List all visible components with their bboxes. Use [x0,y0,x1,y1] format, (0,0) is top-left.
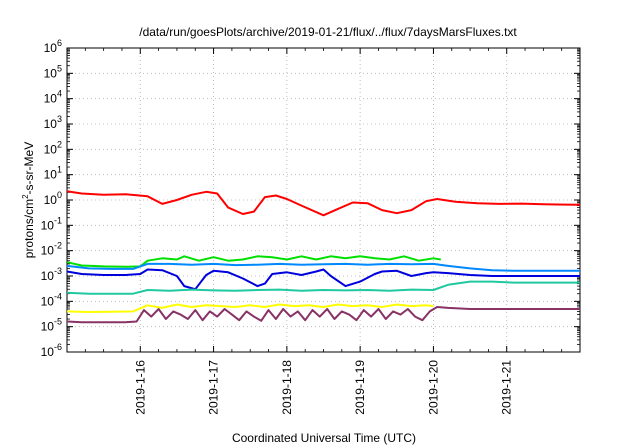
chart-title: /data/run/goesPlots/archive/2019-01-21/f… [139,25,517,39]
y-tick-label: 10-1 [41,215,62,232]
y-tick-label: 101 [44,165,62,182]
series-line-4 [66,262,580,272]
x-tick-label: 2019-1-21 [500,360,514,415]
x-tick-label: 2019-1-18 [280,360,294,415]
y-tick-label: 10-3 [41,266,62,283]
y-axis-label-rest: -s-sr-MeV [22,142,36,195]
series-line-1 [66,190,581,217]
series-line-2 [66,255,441,268]
x-tick-label: 2019-1-20 [426,360,440,415]
y-tick-label: 10-4 [41,291,62,308]
series-lines [66,190,581,324]
y-axis-label: protons/cm2-s-sr-MeV [21,142,36,258]
y-tick-label: 103 [44,114,62,131]
y-tick-label: 10-2 [41,241,62,258]
y-tick-label: 10-5 [41,317,62,334]
x-axis: 2019-1-16 2019-1-17 2019-1-18 2019-1-19 2019… [84,48,563,415]
y-axis-label-base: protons/cm [22,199,36,258]
series-line-7 [66,306,580,324]
y-tick-label: 106 [44,38,62,55]
y-tick-label: 105 [44,63,62,80]
x-tick-label: 2019-1-19 [353,360,367,415]
x-tick-label: 2019-1-16 [133,360,147,415]
x-axis-label: Coordinated Universal Time (UTC) [232,431,416,445]
x-tick-label: 2019-1-17 [207,360,221,415]
series-line-5 [66,280,580,295]
y-tick-label: 104 [44,89,62,106]
series-line-3 [66,268,580,291]
y-tick-label: 102 [44,139,62,156]
y-axis: 10-6 10-5 10-4 10-3 10-2 10-1 100 101 102 103 104 1… [41,38,580,359]
y-axis-label-sup: 2 [21,194,30,199]
series-line-6 [66,303,434,313]
y-tick-label: 100 [44,190,62,207]
y-tick-label: 10-6 [41,342,62,359]
